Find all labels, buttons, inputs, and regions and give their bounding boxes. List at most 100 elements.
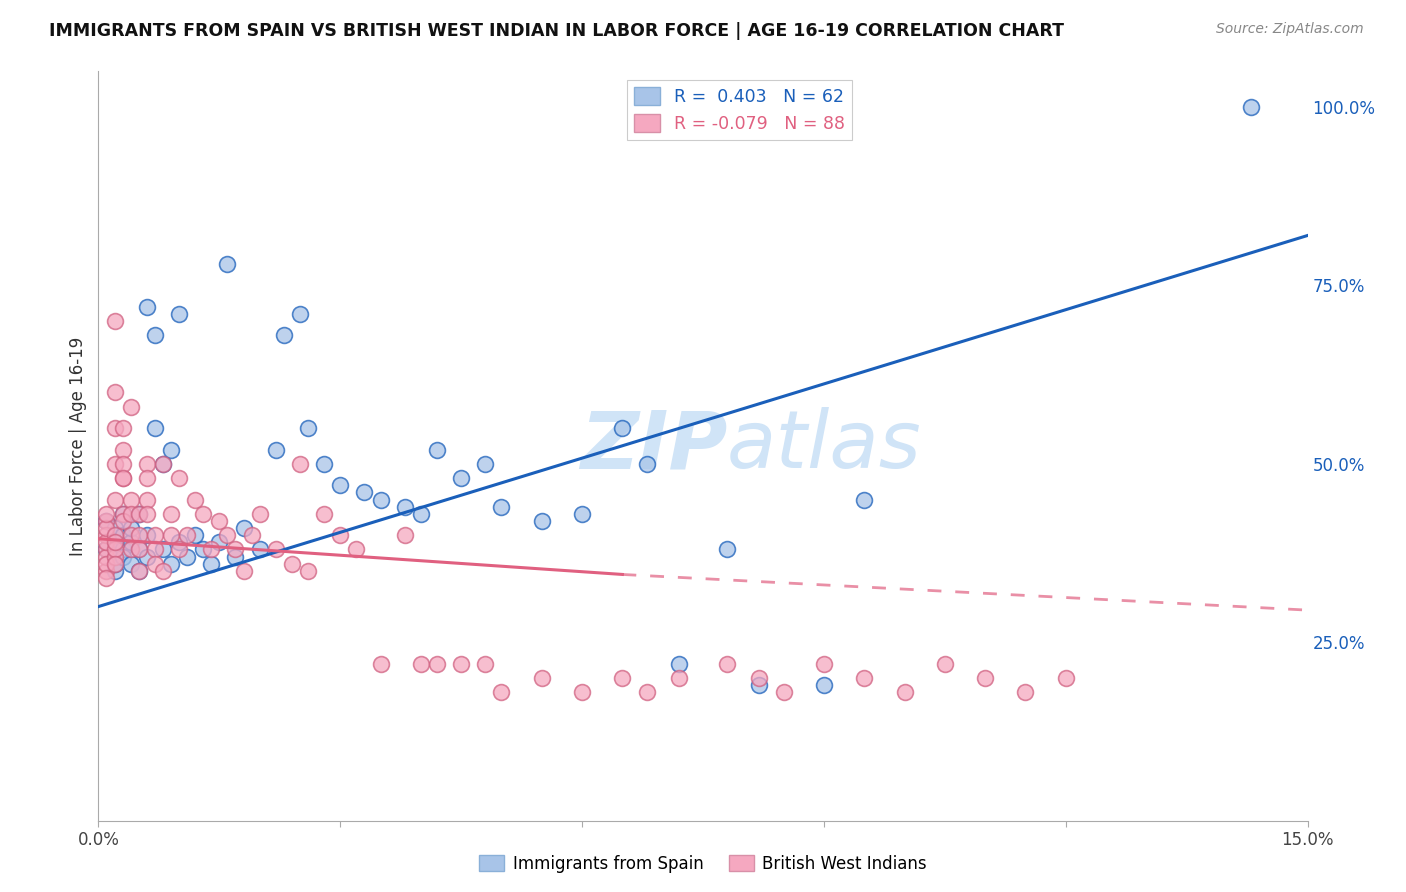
Point: [120, 542, 142, 557]
Point: [103, 557, 125, 571]
Point: [96, 535, 118, 549]
Point: [103, 385, 125, 400]
Point: [184, 528, 207, 542]
Point: [193, 507, 215, 521]
Point: [128, 507, 150, 521]
Point: [96, 507, 118, 521]
Point: [103, 535, 125, 549]
Point: [143, 328, 166, 343]
Point: [813, 678, 835, 692]
Point: [160, 507, 183, 521]
Point: [716, 657, 738, 671]
Point: [208, 535, 231, 549]
Point: [668, 671, 690, 685]
Point: [450, 657, 472, 671]
Point: [1054, 671, 1077, 685]
Point: [281, 557, 304, 571]
Point: [135, 457, 157, 471]
Point: [409, 507, 432, 521]
Point: [217, 257, 239, 271]
Point: [143, 542, 166, 557]
Point: [612, 671, 634, 685]
Point: [853, 671, 876, 685]
Point: [103, 535, 125, 549]
Point: [135, 471, 157, 485]
Point: [152, 564, 174, 578]
Point: [491, 685, 513, 699]
Point: [571, 507, 593, 521]
Point: [103, 549, 125, 564]
Point: [103, 314, 125, 328]
Point: [224, 542, 246, 557]
Point: [111, 471, 134, 485]
Point: [974, 671, 997, 685]
Point: [143, 557, 166, 571]
Point: [96, 542, 118, 557]
Point: [167, 535, 190, 549]
Point: [288, 457, 311, 471]
Point: [128, 528, 150, 542]
Point: [409, 657, 432, 671]
Point: [314, 457, 336, 471]
Point: [103, 457, 125, 471]
Point: [297, 421, 319, 435]
Point: [96, 521, 118, 535]
Point: [128, 564, 150, 578]
Point: [96, 571, 118, 585]
Point: [200, 557, 222, 571]
Point: [232, 564, 254, 578]
Point: [96, 528, 118, 542]
Point: [176, 528, 198, 542]
Point: [143, 421, 166, 435]
Point: [288, 307, 311, 321]
Point: [353, 485, 375, 500]
Point: [135, 300, 157, 314]
Point: [103, 492, 125, 507]
Point: [128, 507, 150, 521]
Point: [224, 549, 246, 564]
Point: [394, 500, 416, 514]
Point: [636, 457, 658, 471]
Point: [1240, 100, 1263, 114]
Point: [111, 528, 134, 542]
Point: [103, 542, 125, 557]
Point: [167, 542, 190, 557]
Point: [474, 657, 496, 671]
Point: [297, 564, 319, 578]
Point: [329, 528, 352, 542]
Point: [111, 442, 134, 457]
Point: [96, 514, 118, 528]
Point: [249, 507, 271, 521]
Point: [128, 542, 150, 557]
Point: [249, 542, 271, 557]
Legend: R =  0.403   N = 62, R = -0.079   N = 88: R = 0.403 N = 62, R = -0.079 N = 88: [627, 80, 852, 140]
Point: [530, 671, 553, 685]
Legend: Immigrants from Spain, British West Indians: Immigrants from Spain, British West Indi…: [472, 848, 934, 880]
Point: [217, 528, 239, 542]
Y-axis label: In Labor Force | Age 16-19: In Labor Force | Age 16-19: [69, 336, 87, 556]
Point: [491, 500, 513, 514]
Point: [152, 457, 174, 471]
Point: [135, 528, 157, 542]
Point: [344, 542, 367, 557]
Point: [120, 492, 142, 507]
Point: [200, 542, 222, 557]
Point: [128, 542, 150, 557]
Point: [184, 492, 207, 507]
Point: [128, 564, 150, 578]
Point: [120, 528, 142, 542]
Point: [240, 528, 263, 542]
Point: [103, 528, 125, 542]
Point: [103, 564, 125, 578]
Point: [120, 521, 142, 535]
Point: [103, 557, 125, 571]
Text: atlas: atlas: [727, 407, 922, 485]
Point: [370, 657, 392, 671]
Point: [668, 657, 690, 671]
Point: [748, 671, 770, 685]
Point: [612, 421, 634, 435]
Point: [111, 542, 134, 557]
Point: [120, 400, 142, 414]
Point: [103, 549, 125, 564]
Point: [160, 557, 183, 571]
